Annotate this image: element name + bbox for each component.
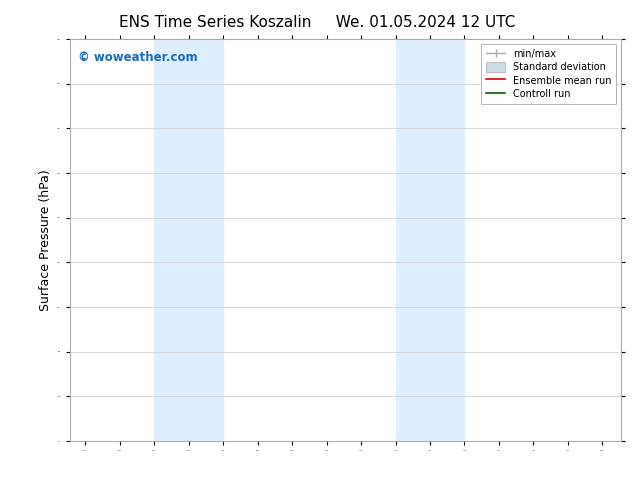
Y-axis label: Surface Pressure (hPa): Surface Pressure (hPa) (39, 169, 51, 311)
Bar (396, 39, 465, 441)
Bar (154, 39, 223, 441)
Legend: min/max, Standard deviation, Ensemble mean run, Controll run: min/max, Standard deviation, Ensemble me… (481, 44, 616, 103)
Text: ENS Time Series Koszalin     We. 01.05.2024 12 UTC: ENS Time Series Koszalin We. 01.05.2024 … (119, 15, 515, 30)
Text: © woweather.com: © woweather.com (78, 51, 198, 64)
